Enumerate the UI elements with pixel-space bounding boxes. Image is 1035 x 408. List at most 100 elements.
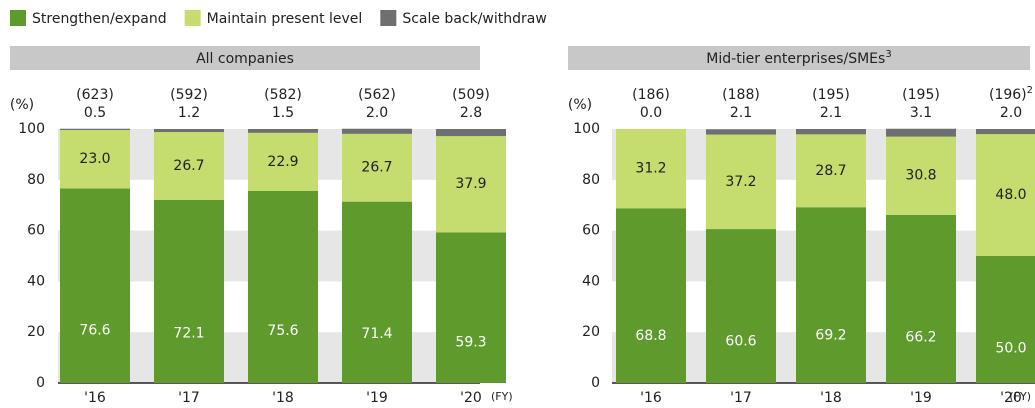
bar-segment [342,133,412,202]
sample-size-text: (195) [902,87,940,103]
panel-header [568,46,1030,70]
bar-segment [976,129,1035,135]
sample-size-text: (195) [812,87,850,103]
sample-size-text: (623) [76,87,114,103]
bar-segment [248,129,318,133]
value-label: 72.1 [173,326,204,342]
value-label: 23.0 [79,151,110,167]
bar-segment [706,134,776,230]
sample-size-text: (186) [632,87,670,103]
value-label: 69.2 [815,328,846,344]
y-tick-label: 60 [27,223,45,239]
sample-size-text: (188) [722,87,760,103]
x-tick-label: '18 [272,390,294,406]
bar-segment [154,129,224,133]
x-axis-label: (FY) [1009,390,1031,403]
sample-size: (623) [76,87,114,103]
x-tick-label: '19 [910,390,932,406]
y-axis-label: (%) [10,97,34,113]
panel-title: All companies [196,51,294,67]
value-label: 1.5 [272,105,294,121]
y-tick-label: 0 [591,375,600,391]
x-tick-label: '17 [178,390,200,406]
bar-segment [706,229,776,383]
value-label: 50.0 [995,341,1026,357]
bar-segment [248,132,318,191]
legend-label: Maintain present level [207,11,363,27]
value-label: 0.0 [640,105,662,121]
bar-segment [342,201,412,383]
sample-size: (196)2 [989,85,1033,103]
sample-size-text: (592) [170,87,208,103]
sample-size: (562) [358,87,396,103]
bar-segment [436,136,506,233]
bar-segment [976,256,1035,383]
bar-segment [886,136,956,215]
sample-size-text: (582) [264,87,302,103]
value-label: 28.7 [815,163,846,179]
x-tick-label: '16 [640,390,662,406]
bar-segment [796,207,866,383]
value-label: 48.0 [995,187,1026,203]
bar-segment [154,132,224,200]
bar-segment [154,199,224,383]
value-label: 60.6 [725,333,756,349]
x-tick-label: '18 [820,390,842,406]
panel-title-note: 3 [885,49,891,60]
value-label: 2.0 [366,105,388,121]
bar-segment [886,128,956,137]
value-label: 66.2 [905,330,936,346]
sample-size-text: (509) [452,87,490,103]
sample-size: (195) [902,87,940,103]
sample-size: (592) [170,87,208,103]
bar-segment [796,134,866,208]
y-tick-label: 20 [27,324,45,340]
value-label: 37.2 [725,174,756,190]
value-label: 59.3 [455,334,486,350]
y-tick-label: 100 [573,121,600,137]
y-tick-label: 80 [582,172,600,188]
y-tick-label: 60 [582,223,600,239]
value-label: 71.4 [361,326,392,342]
bar-segment [706,129,776,135]
panel-title-text: All companies [196,51,294,67]
value-label: 1.2 [178,105,200,121]
bar-segment [436,129,506,137]
x-tick-label: '20 [1000,390,1022,406]
bar-segment [248,190,318,383]
value-label: 31.2 [635,161,666,177]
x-tick-label: '16 [84,390,106,406]
value-label: 2.8 [460,105,482,121]
sample-size: (195) [812,87,850,103]
panel-title: Mid-tier enterprises/SMEs3 [706,49,891,67]
x-axis-label: (FY) [491,390,513,403]
value-label: 26.7 [173,158,204,174]
y-tick-label: 40 [27,273,45,289]
panel-title-text: Mid-tier enterprises/SMEs [706,51,885,67]
value-label: 2.1 [820,105,842,121]
bar-segment [976,134,1035,256]
x-tick-label: '17 [730,390,752,406]
bar-segment [886,214,956,383]
bar-segment [60,130,130,189]
y-tick-label: 20 [582,324,600,340]
value-label: 76.6 [79,322,110,338]
sample-size: (582) [264,87,302,103]
value-label: 68.8 [635,328,666,344]
y-axis-label: (%) [568,97,592,113]
y-tick-label: 40 [582,273,600,289]
bar-segment [616,129,686,209]
value-label: 2.0 [1000,105,1022,121]
value-label: 75.6 [267,323,298,339]
bar-segment [796,129,866,135]
y-tick-label: 0 [36,375,45,391]
sample-size: (509) [452,87,490,103]
sample-size-note: 2 [1027,85,1033,96]
legend-swatch [10,10,26,26]
value-label: 37.9 [455,176,486,192]
x-tick-label: '20 [460,390,482,406]
value-label: 26.7 [361,160,392,176]
value-label: 30.8 [905,168,936,184]
y-tick-label: 100 [18,121,45,137]
